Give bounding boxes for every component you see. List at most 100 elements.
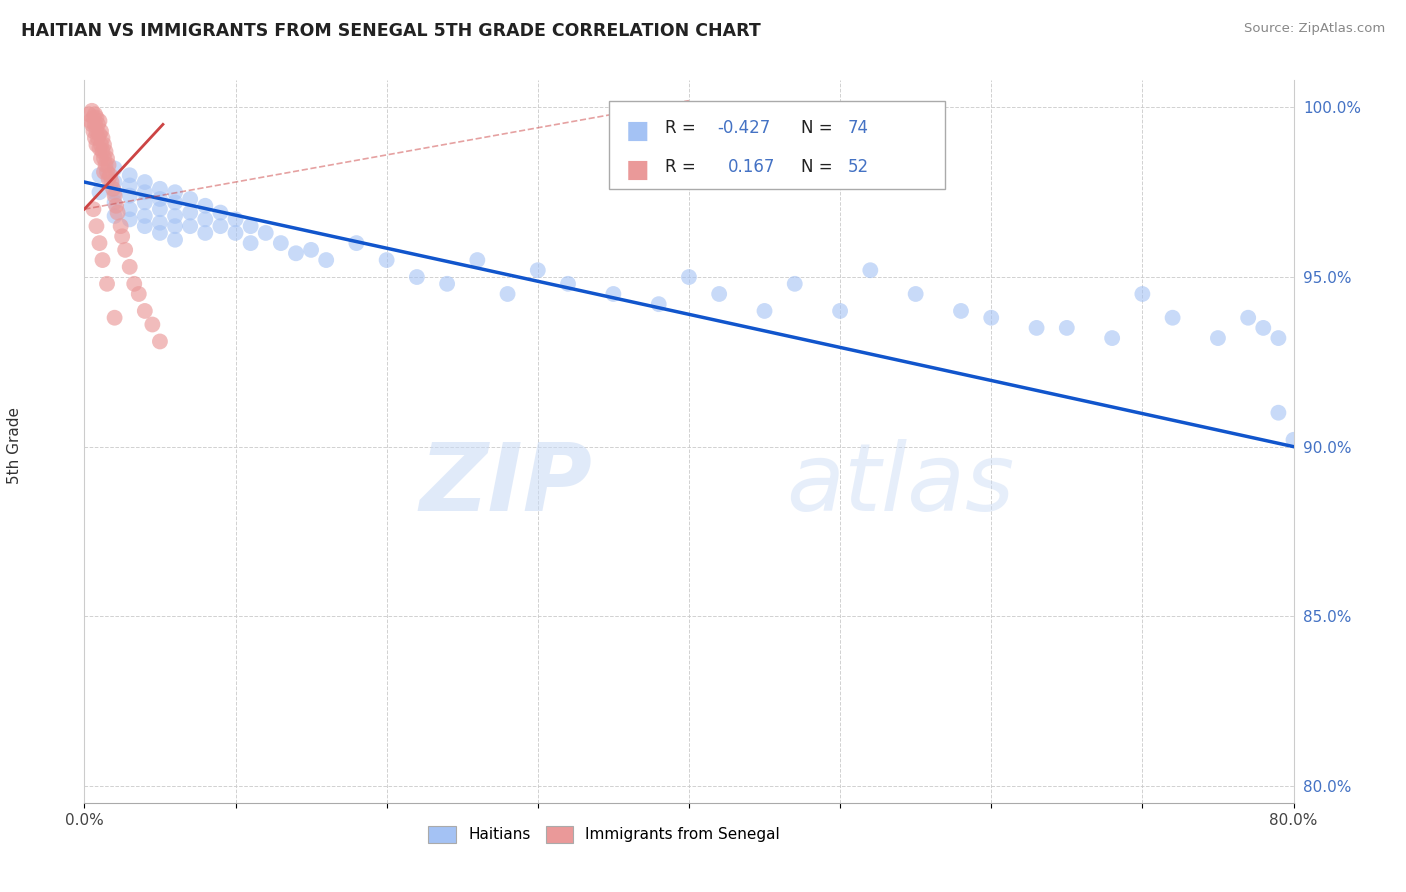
Point — [97, 158, 120, 172]
Point — [134, 209, 156, 223]
Point — [1130, 287, 1153, 301]
Point — [950, 304, 973, 318]
Point — [980, 310, 1002, 325]
Point — [1206, 331, 1229, 345]
Text: 52: 52 — [848, 158, 869, 176]
Text: Source: ZipAtlas.com: Source: ZipAtlas.com — [1244, 22, 1385, 36]
Point — [209, 205, 232, 219]
Point — [93, 165, 115, 179]
Point — [165, 195, 187, 210]
Point — [602, 287, 624, 301]
Point — [90, 151, 112, 165]
Point — [96, 277, 118, 291]
Text: R =: R = — [665, 119, 696, 136]
Legend: Haitians, Immigrants from Senegal: Haitians, Immigrants from Senegal — [422, 820, 786, 849]
Point — [194, 199, 217, 213]
Point — [84, 117, 107, 131]
Point — [128, 287, 150, 301]
Point — [149, 226, 172, 240]
Point — [346, 236, 368, 251]
Point — [149, 202, 172, 217]
Point — [134, 185, 156, 199]
Point — [89, 168, 111, 182]
Point — [1282, 433, 1305, 447]
Point — [101, 182, 124, 196]
Point — [118, 202, 141, 217]
Point — [96, 151, 118, 165]
Point — [91, 145, 114, 159]
Text: 0.167: 0.167 — [728, 158, 776, 176]
Point — [496, 287, 519, 301]
Point — [239, 219, 262, 234]
Point — [82, 202, 104, 217]
Point — [1253, 321, 1275, 335]
Point — [89, 236, 111, 251]
Point — [91, 253, 114, 268]
Point — [107, 205, 129, 219]
Point — [118, 168, 141, 182]
Point — [105, 199, 128, 213]
Point — [89, 128, 111, 142]
Point — [1161, 310, 1184, 325]
Point — [98, 168, 121, 182]
Point — [104, 175, 127, 189]
Point — [118, 178, 141, 193]
Point — [315, 253, 337, 268]
Point — [149, 334, 172, 349]
Point — [709, 287, 731, 301]
Point — [783, 277, 806, 291]
Point — [134, 219, 156, 234]
Point — [165, 233, 187, 247]
Point — [165, 209, 187, 223]
Point — [86, 111, 108, 125]
Point — [1267, 406, 1289, 420]
Point — [94, 145, 117, 159]
Point — [104, 310, 127, 325]
Point — [90, 137, 112, 152]
Point — [104, 209, 127, 223]
Point — [225, 212, 247, 227]
Point — [96, 165, 118, 179]
Point — [134, 175, 156, 189]
Point — [87, 117, 110, 131]
Point — [134, 304, 156, 318]
Point — [179, 219, 201, 234]
Point — [114, 243, 136, 257]
Point — [165, 219, 187, 234]
Point — [467, 253, 489, 268]
Point — [110, 219, 132, 234]
Point — [80, 117, 103, 131]
Point — [254, 226, 277, 240]
Point — [165, 185, 187, 199]
Point — [87, 131, 110, 145]
Point — [179, 192, 201, 206]
Point — [149, 192, 172, 206]
Text: R =: R = — [665, 158, 696, 176]
Text: N =: N = — [801, 158, 832, 176]
Point — [80, 103, 103, 118]
Point — [1025, 321, 1047, 335]
Point — [94, 158, 117, 172]
Point — [1101, 331, 1123, 345]
Point — [104, 188, 127, 202]
Point — [86, 219, 108, 234]
Point — [89, 185, 111, 199]
Point — [84, 131, 107, 145]
Point — [299, 243, 322, 257]
Point — [111, 229, 134, 244]
Point — [77, 107, 100, 121]
Point — [406, 270, 429, 285]
Point — [104, 161, 127, 176]
Point — [1267, 331, 1289, 345]
Point — [209, 219, 232, 234]
Point — [194, 226, 217, 240]
Text: HAITIAN VS IMMIGRANTS FROM SENEGAL 5TH GRADE CORRELATION CHART: HAITIAN VS IMMIGRANTS FROM SENEGAL 5TH G… — [21, 22, 761, 40]
Point — [118, 212, 141, 227]
Point — [86, 124, 108, 138]
Point — [89, 141, 111, 155]
Point — [375, 253, 398, 268]
Point — [86, 137, 108, 152]
Text: ■: ■ — [626, 119, 650, 143]
Point — [527, 263, 550, 277]
Point — [904, 287, 927, 301]
